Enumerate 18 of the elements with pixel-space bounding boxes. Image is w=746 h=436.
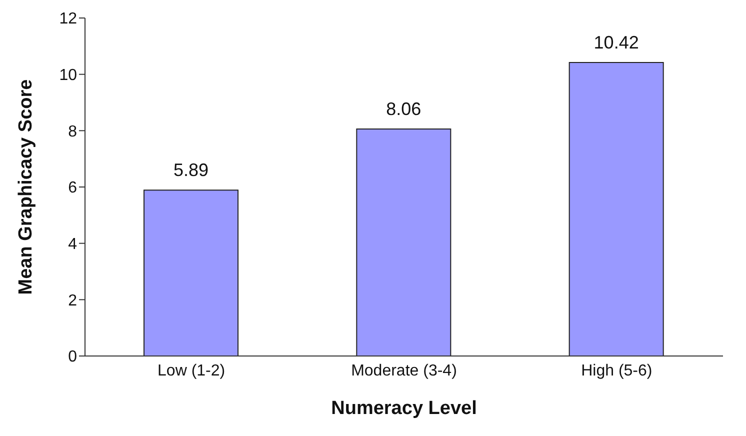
y-tick-label: 8: [68, 123, 78, 140]
x-tick-label: High (5-6): [581, 362, 652, 380]
y-tick-label: 4: [68, 236, 78, 254]
y-tick-label: 12: [59, 10, 78, 28]
bar: [356, 128, 452, 356]
y-tick-label: 10: [59, 67, 78, 84]
data-label: 5.89: [173, 160, 209, 180]
x-tick-label: Moderate (3-4): [351, 362, 457, 380]
x-axis-title: Numeracy Level: [331, 398, 477, 419]
y-axis-title: Mean Graphicacy Score: [16, 79, 37, 295]
x-tick-label: Low (1-2): [158, 362, 226, 380]
data-label: 10.42: [594, 32, 639, 53]
y-tick-label: 2: [68, 292, 78, 310]
bar: [568, 62, 664, 356]
y-tick-label: 0: [68, 348, 78, 366]
data-label: 8.06: [386, 98, 422, 119]
bar: [144, 190, 238, 356]
y-tick-label: 6: [68, 180, 78, 197]
